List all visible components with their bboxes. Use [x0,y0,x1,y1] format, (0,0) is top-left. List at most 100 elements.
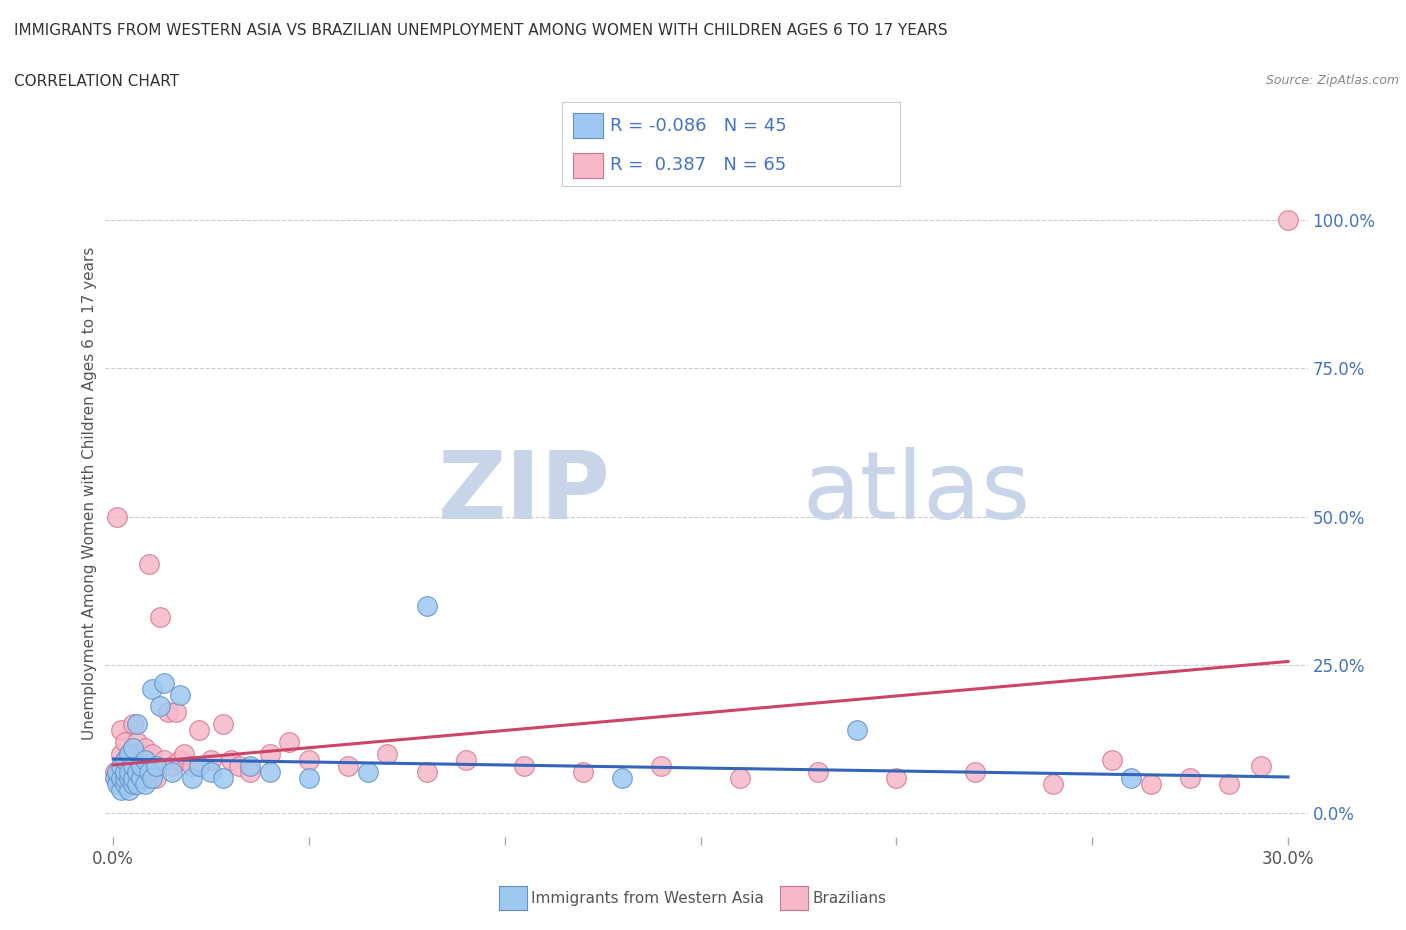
Point [886,770,908,785]
Point [228,758,250,773]
Point [513,758,536,773]
Point [138,764,160,779]
Point [125,717,148,732]
Text: atlas: atlas [803,447,1031,538]
Point [114,752,136,767]
Point [105,777,128,791]
Point [110,782,132,797]
Point [118,747,141,762]
Point [121,740,143,755]
Point [110,770,132,785]
Point [121,758,143,773]
Text: Immigrants from Western Asia: Immigrants from Western Asia [531,891,765,906]
Y-axis label: Unemployment Among Women with Children Ages 6 to 17 years: Unemployment Among Women with Children A… [82,246,97,739]
Point [278,735,301,750]
Text: IMMIGRANTS FROM WESTERN ASIA VS BRAZILIAN UNEMPLOYMENT AMONG WOMEN WITH CHILDREN: IMMIGRANTS FROM WESTERN ASIA VS BRAZILIA… [14,23,948,38]
Point [134,740,156,755]
Point [134,752,156,767]
Point [125,770,148,785]
Point [114,752,136,767]
Point [415,598,437,613]
Point [728,770,751,785]
Point [377,747,399,762]
Point [134,777,156,791]
Point [118,747,141,762]
Point [125,777,148,791]
Point [129,770,152,785]
Point [1277,213,1299,228]
Point [141,747,163,762]
Point [1101,752,1123,767]
Point [104,770,127,785]
Point [415,764,437,779]
Point [165,705,187,720]
Point [104,764,127,779]
Point [357,764,380,779]
Point [118,770,141,785]
Text: R = -0.086   N = 45: R = -0.086 N = 45 [610,117,786,135]
Point [121,758,143,773]
Text: Brazilians: Brazilians [813,891,887,906]
Point [153,752,176,767]
Point [125,752,148,767]
Point [1178,770,1201,785]
Point [846,723,869,737]
Point [141,682,163,697]
Point [160,758,183,773]
Point [138,770,160,785]
Point [110,747,132,762]
Point [125,764,148,779]
Point [129,747,152,762]
Point [239,758,262,773]
Point [650,758,672,773]
Point [129,770,152,785]
Point [454,752,477,767]
Point [153,675,176,690]
Point [121,777,143,791]
Point [212,770,235,785]
Point [188,758,211,773]
Point [219,752,242,767]
Text: ZIP: ZIP [437,447,610,538]
Point [149,699,172,714]
Text: R =  0.387   N = 65: R = 0.387 N = 65 [610,156,786,174]
Point [173,747,195,762]
Point [105,770,128,785]
Point [259,747,281,762]
Point [129,758,152,773]
Point [1042,777,1064,791]
Point [129,758,152,773]
Point [337,758,360,773]
Point [180,758,202,773]
Point [118,770,141,785]
Point [121,717,143,732]
Point [298,770,321,785]
Point [145,770,167,785]
Point [141,770,163,785]
FancyBboxPatch shape [572,113,603,139]
Point [114,735,136,750]
Text: Source: ZipAtlas.com: Source: ZipAtlas.com [1265,74,1399,87]
Point [1140,777,1163,791]
Point [259,764,281,779]
Point [121,770,143,785]
Point [118,764,141,779]
Point [121,777,143,791]
Point [212,717,235,732]
Point [105,764,128,779]
Point [807,764,830,779]
Point [1250,758,1272,773]
Point [1218,777,1240,791]
Point [145,758,167,773]
Point [114,770,136,785]
Point [188,723,211,737]
Point [298,752,321,767]
Point [157,705,180,720]
Point [134,770,156,785]
Point [118,782,141,797]
Point [180,770,202,785]
Point [612,770,634,785]
Point [110,758,132,773]
Point [160,764,183,779]
Point [121,740,143,755]
